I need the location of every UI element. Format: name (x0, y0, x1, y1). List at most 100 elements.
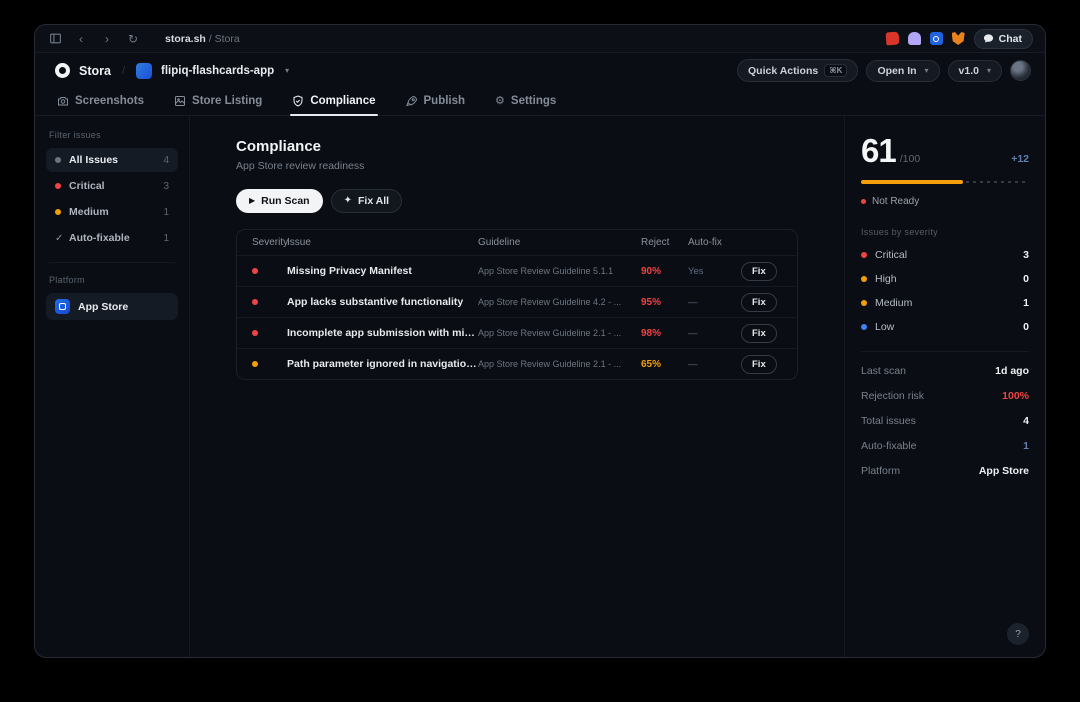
forward-icon[interactable]: › (105, 31, 109, 46)
severity-row-critical: Critical 3 (861, 249, 1029, 261)
fix-button[interactable]: Fix (741, 323, 777, 343)
check-icon: ✓ (55, 232, 64, 244)
tab-settings[interactable]: ⚙ Settings (495, 94, 557, 107)
sidebar-item-all-issues[interactable]: All Issues 4 (46, 148, 178, 172)
col-issue: Issue (287, 237, 311, 248)
reject-percent: 95% (641, 296, 662, 308)
command-k-shortcut: ⌘K (824, 64, 848, 77)
score-panel: 61 /100 +12 Not Ready Issues by severity… (844, 116, 1045, 657)
play-icon: ▶ (249, 196, 256, 205)
stat-last-scan: Last scan 1d ago (861, 365, 1029, 377)
stat-total-issues: Total issues 4 (861, 415, 1029, 427)
table-row[interactable]: Path parameter ignored in navigation fun… (237, 348, 797, 379)
fix-button[interactable]: Fix (741, 354, 777, 374)
fix-all-button[interactable]: ✦ Fix All (330, 189, 403, 213)
table-row[interactable]: App lacks substantive functionality App … (237, 286, 797, 317)
tab-store-listing[interactable]: Store Listing (172, 88, 264, 115)
sidebar-item-app-store[interactable]: App Store (46, 293, 178, 320)
issues-table: Severity Issue Guideline Reject Auto-fix… (236, 229, 798, 380)
fix-button[interactable]: Fix (741, 292, 777, 312)
sidebar-item-medium[interactable]: Medium 1 (46, 200, 178, 224)
guideline-ref: App Store Review Guideline 2.1 - ... (478, 359, 622, 369)
user-avatar[interactable] (1010, 60, 1031, 81)
sidebar-toggle-icon[interactable] (47, 31, 63, 47)
reject-percent: 90% (641, 265, 662, 277)
stat-rejection-risk: Rejection risk 100% (861, 390, 1029, 402)
url-host: stora.sh (165, 32, 206, 45)
red-dot-icon (55, 183, 61, 189)
app-switcher[interactable]: flipiq-flashcards-app (161, 64, 275, 77)
sparkle-icon: ✦ (343, 195, 352, 206)
col-autofix: Auto-fix (688, 237, 722, 248)
readiness-status: Not Ready (861, 196, 1029, 207)
orange-dot-icon (861, 300, 867, 306)
gear-icon: ⚙ (495, 94, 505, 107)
fix-button[interactable]: Fix (741, 261, 777, 281)
tab-screenshots[interactable]: Screenshots (55, 88, 146, 115)
reload-icon[interactable]: ↻ (127, 31, 139, 46)
app-icon (136, 62, 153, 79)
run-scan-button[interactable]: ▶ Run Scan (236, 189, 323, 213)
app-window: ‹ › ↻ stora.sh / Stora Chat Stora / flip… (34, 24, 1046, 658)
table-row[interactable]: Missing Privacy Manifest App Store Revie… (237, 255, 797, 286)
chat-button[interactable]: Chat (973, 28, 1033, 49)
issue-count-badge: 4 (163, 154, 169, 166)
issue-count-badge: 1 (163, 206, 169, 218)
severity-section-label: Issues by severity (861, 227, 938, 237)
guideline-ref: App Store Review Guideline 2.1 - ... (478, 328, 622, 338)
severity-row-low: Low 0 (861, 321, 1029, 333)
brand-name: Stora (79, 63, 111, 78)
gray-dot-icon (55, 157, 61, 163)
severity-dot (252, 299, 258, 305)
ghost-extension-icon[interactable] (907, 32, 921, 45)
score-max: /100 (899, 153, 921, 165)
tab-compliance[interactable]: Compliance (290, 88, 378, 116)
panel-divider (861, 351, 1029, 352)
url-path: / Stora (205, 32, 240, 45)
severity-dot (252, 330, 258, 336)
issue-title: Missing Privacy Manifest (287, 265, 412, 277)
quick-actions-button[interactable]: Quick Actions ⌘K (737, 59, 859, 82)
shield-check-icon (293, 95, 303, 107)
tab-publish[interactable]: Publish (404, 88, 468, 115)
compliance-score: 61 (861, 132, 897, 169)
score-delta: +12 (1011, 153, 1029, 165)
issue-title: App lacks substantive functionality (287, 296, 464, 308)
orange-dot-icon (55, 209, 61, 215)
reject-percent: 98% (641, 327, 662, 339)
help-button[interactable]: ? (1007, 623, 1029, 645)
sidebar-divider (49, 262, 175, 263)
wallet-extension-icon[interactable] (929, 32, 943, 45)
sidebar-item-critical[interactable]: Critical 3 (46, 174, 178, 198)
open-in-button[interactable]: Open In ▾ (866, 59, 940, 82)
fox-extension-icon[interactable] (951, 32, 965, 45)
image-icon (175, 96, 186, 106)
chrome-extensions: Chat (885, 28, 1033, 49)
app-header: Stora / flipiq-flashcards-app ▾ Quick Ac… (35, 53, 1045, 88)
app-store-icon (55, 299, 70, 314)
browser-chrome: ‹ › ↻ stora.sh / Stora Chat (35, 25, 1045, 53)
autofix-flag: — (688, 358, 698, 370)
sidebar-item-auto-fixable[interactable]: ✓ Auto-fixable 1 (55, 232, 169, 244)
col-guideline: Guideline (478, 237, 521, 248)
reject-percent: 65% (641, 358, 662, 370)
chat-bubble-icon (983, 34, 993, 43)
score-progress-fill (861, 180, 964, 184)
address-breadcrumb[interactable]: stora.sh / Stora (165, 33, 240, 45)
red-dot-icon (861, 252, 867, 258)
severity-dot (252, 361, 258, 367)
filter-sidebar: Filter issues All Issues 4 Critical 3 Me… (35, 116, 190, 657)
table-row[interactable]: Incomplete app submission with missing c… (237, 317, 797, 348)
version-selector[interactable]: v1.0 ▾ (947, 59, 1002, 82)
back-icon[interactable]: ‹ (79, 31, 83, 46)
issue-count-badge: 1 (163, 232, 169, 244)
guideline-ref: App Store Review Guideline 5.1.1 (478, 266, 614, 276)
app-switcher-caret-icon[interactable]: ▾ (285, 66, 290, 75)
chevron-down-icon: ▾ (924, 66, 929, 75)
thumbs-extension-icon[interactable] (885, 31, 900, 46)
breadcrumb-separator: / (121, 64, 126, 77)
compliance-main: Compliance App Store review readiness ▶ … (190, 116, 844, 657)
filter-section-label: Filter issues (49, 130, 101, 140)
page-subtitle: App Store review readiness (236, 160, 365, 172)
table-header-row: Severity Issue Guideline Reject Auto-fix (237, 230, 797, 255)
